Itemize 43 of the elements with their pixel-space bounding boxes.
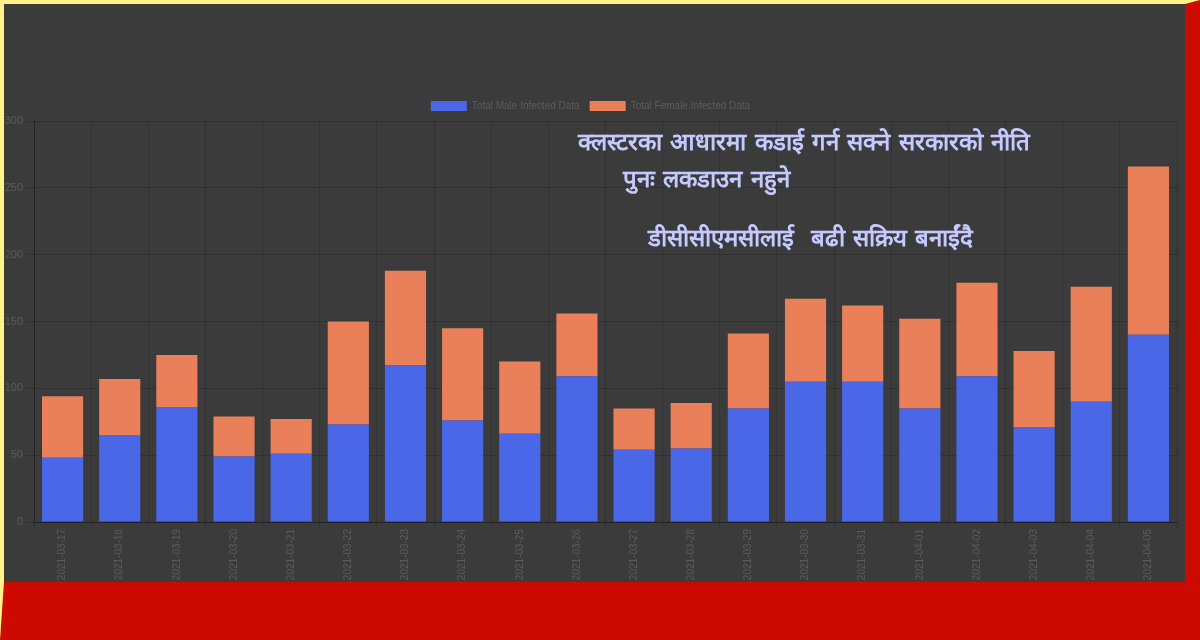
bar xyxy=(442,420,484,522)
bar xyxy=(1070,286,1112,402)
annotation: पुनः लकडाउन नहुने xyxy=(623,165,790,193)
bar xyxy=(42,457,84,522)
bar xyxy=(956,282,998,377)
annotation: क्लस्टरका आधारमा कडाई गर्न सक्ने सरकारको नीति xyxy=(578,128,1031,156)
bar xyxy=(842,381,884,522)
bar xyxy=(213,416,255,457)
bar xyxy=(1070,401,1112,522)
bar xyxy=(99,435,141,522)
bar xyxy=(384,270,427,366)
bar xyxy=(1013,427,1055,522)
bar xyxy=(670,448,712,522)
bar xyxy=(442,328,484,421)
bar xyxy=(842,305,884,382)
bar xyxy=(556,313,598,377)
bar xyxy=(270,419,312,454)
bar xyxy=(156,407,198,522)
bar xyxy=(156,354,198,408)
annotation: डीसीसीएमसीलाई बढी सक्रिय बनाईंदै xyxy=(648,224,974,252)
bar xyxy=(384,365,427,522)
bar xyxy=(1127,334,1169,522)
bar xyxy=(613,408,655,450)
bar xyxy=(213,456,255,522)
bar xyxy=(42,396,84,458)
bar xyxy=(99,378,141,436)
bar xyxy=(613,449,655,522)
bar xyxy=(727,333,769,409)
bar xyxy=(899,408,941,522)
bar xyxy=(670,403,712,449)
bar xyxy=(1127,166,1169,335)
bar xyxy=(499,433,541,522)
bar xyxy=(556,376,598,522)
bar xyxy=(784,381,827,522)
bar xyxy=(327,424,369,522)
bar xyxy=(270,453,312,522)
bar xyxy=(1013,350,1055,428)
bar xyxy=(727,408,769,522)
bar xyxy=(499,361,541,434)
bar xyxy=(784,298,827,382)
bar xyxy=(899,318,941,409)
bar xyxy=(956,376,998,522)
bar xyxy=(327,321,369,425)
